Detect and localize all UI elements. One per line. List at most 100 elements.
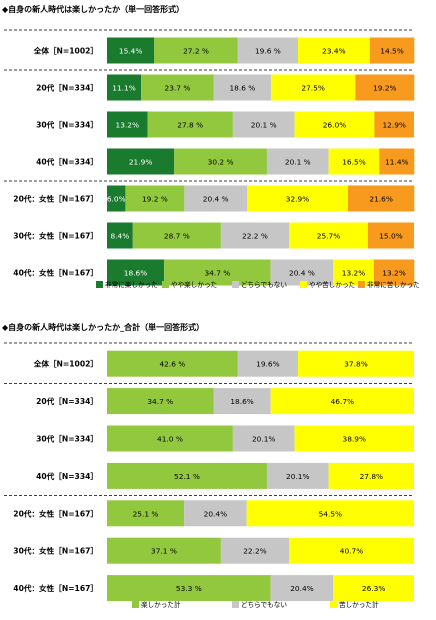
bar-segment <box>141 74 214 101</box>
data-label: 20.4% <box>290 584 313 593</box>
bar-segment <box>333 259 374 286</box>
data-label: 20.1 % <box>251 121 277 130</box>
data-label: 37.8% <box>344 360 367 369</box>
bar-row: 40代：女性［N=167］ 18.6% 34.7 % 20.4 % 13.2% 13.2% <box>13 259 415 286</box>
legend-item: どちらでもない <box>232 281 287 289</box>
chart-1: ◆自身の新人時代は楽しかったか（単一回答形式） 全体［N=1002］ 15.4% 27… <box>2 4 420 289</box>
data-label: 37.1 % <box>151 547 177 556</box>
bar-segment <box>220 537 290 564</box>
bar-segment <box>184 185 247 212</box>
bar-segment <box>297 37 370 64</box>
legend-item: どちらでもない <box>232 601 287 609</box>
data-label: 20.1% <box>286 472 309 481</box>
data-label: 34.7 % <box>204 269 230 278</box>
legend-label: どちらでもない <box>241 601 287 609</box>
data-label: 20.1% <box>252 435 275 444</box>
data-label: 25.7% <box>317 232 340 241</box>
data-label: 13.2% <box>382 269 405 278</box>
data-label: 53.3 % <box>176 584 202 593</box>
category-label: 30代［N=334］ <box>36 434 98 444</box>
bar-segment <box>107 575 271 602</box>
data-label: 13.2% <box>342 269 365 278</box>
bar-segment <box>213 388 271 415</box>
data-label: 32.9% <box>286 195 309 204</box>
bar-segment <box>174 148 267 175</box>
data-label: 26.3% <box>362 584 385 593</box>
bar-segment <box>289 222 368 249</box>
data-label: 40.7% <box>340 547 363 556</box>
bar-row: 30代［N=334］ 13.2% 27.8 % 20.1 % 26.0% 12.9% <box>36 111 414 138</box>
bar-segment <box>232 111 295 138</box>
data-label: 27.8% <box>360 472 383 481</box>
bar-segment <box>294 111 375 138</box>
category-label: 30代［N=334］ <box>36 120 98 130</box>
data-label: 11.1% <box>112 84 135 93</box>
legend-label: 非常に楽しかった <box>105 280 158 289</box>
data-label: 19.6 % <box>255 47 281 56</box>
bar-segment <box>270 388 414 415</box>
category-label: 30代：女性［N=167］ <box>13 546 98 556</box>
data-label: 15.0% <box>379 232 402 241</box>
data-label: 16.5% <box>342 158 365 167</box>
data-label: 34.7 % <box>147 397 173 406</box>
legend-label: やや楽しかった <box>171 280 217 289</box>
legend-swatch <box>132 601 139 608</box>
bar-row: 30代［N=334］ 41.0 % 20.1% 38.9% <box>36 425 414 452</box>
data-label: 30.2 % <box>208 158 234 167</box>
bar-segment <box>107 185 126 212</box>
bar-segment <box>213 74 271 101</box>
data-label: 12.9% <box>382 121 405 130</box>
bar-segment <box>107 74 142 101</box>
bar-segment <box>246 500 414 527</box>
chart-title: ◆自身の新人時代は楽しかったか（単一回答形式） <box>2 4 184 14</box>
bar-row: 30代：女性［N=167］ 8.4% 28.7 % 22.2 % 25.7% 15.0% <box>13 222 414 249</box>
bar-segment <box>369 37 415 64</box>
data-label: 19.2% <box>373 84 396 93</box>
category-label: 20代：女性［N=167］ <box>13 194 98 204</box>
data-label: 21.6% <box>369 195 392 204</box>
category-label: 20代：女性［N=167］ <box>13 508 98 518</box>
bar-segment <box>107 222 133 249</box>
bar-segment <box>266 462 329 489</box>
data-label: 22.2 % <box>242 232 268 241</box>
data-label: 18.6% <box>124 269 147 278</box>
data-label: 23.4% <box>322 47 345 56</box>
data-label: 20.4 % <box>289 269 315 278</box>
data-label: 20.4% <box>204 509 227 518</box>
bar-segment <box>107 462 267 489</box>
bar-row: 全体［N=1002］ 42.6 % 19.6% 37.8% <box>33 350 414 377</box>
data-label: 27.8 % <box>177 121 203 130</box>
bar-segment <box>107 350 238 377</box>
legend-swatch <box>300 281 307 288</box>
data-label: 20.4 % <box>203 195 229 204</box>
category-label: 全体［N=1002］ <box>33 359 98 369</box>
data-label: 21.9% <box>129 158 152 167</box>
legend-label: 楽しかった計 <box>141 600 181 609</box>
bar-segment <box>266 148 329 175</box>
data-label: 22.2% <box>243 547 266 556</box>
bar-segment <box>220 222 290 249</box>
data-label: 23.7 % <box>165 84 191 93</box>
bar-row: 20代［N=334］ 34.7 % 18.6% 46.7% <box>36 388 414 415</box>
category-label: 40代：女性［N=167］ <box>13 583 98 593</box>
data-label: 15.4% <box>119 47 142 56</box>
bar-segment <box>147 111 233 138</box>
chart-2: ◆自身の新人時代は楽しかったか_合計（単一回答形式） 全体［N=1002］ 42.6… <box>2 322 414 609</box>
data-label: 42.6 % <box>159 360 185 369</box>
bar-segment <box>328 462 414 489</box>
bar-segment <box>107 37 155 64</box>
category-label: 40代［N=334］ <box>36 157 98 167</box>
bar-segment <box>379 148 415 175</box>
bar-segment <box>237 37 298 64</box>
data-label: 18.6% <box>230 397 253 406</box>
data-label: 20.1 % <box>285 158 311 167</box>
bar-segment <box>107 537 221 564</box>
legend-item: やや楽しかった <box>162 280 217 289</box>
bar-segment <box>374 111 414 138</box>
data-label: 19.6% <box>256 360 279 369</box>
bar-segment <box>367 222 414 249</box>
bar-segment <box>184 500 247 527</box>
legend: 非常に楽しかった やや楽しかった どちらでもない やや苦しかった 非常に苦しかった <box>96 280 420 289</box>
legend-item: 楽しかった計 <box>132 600 181 609</box>
